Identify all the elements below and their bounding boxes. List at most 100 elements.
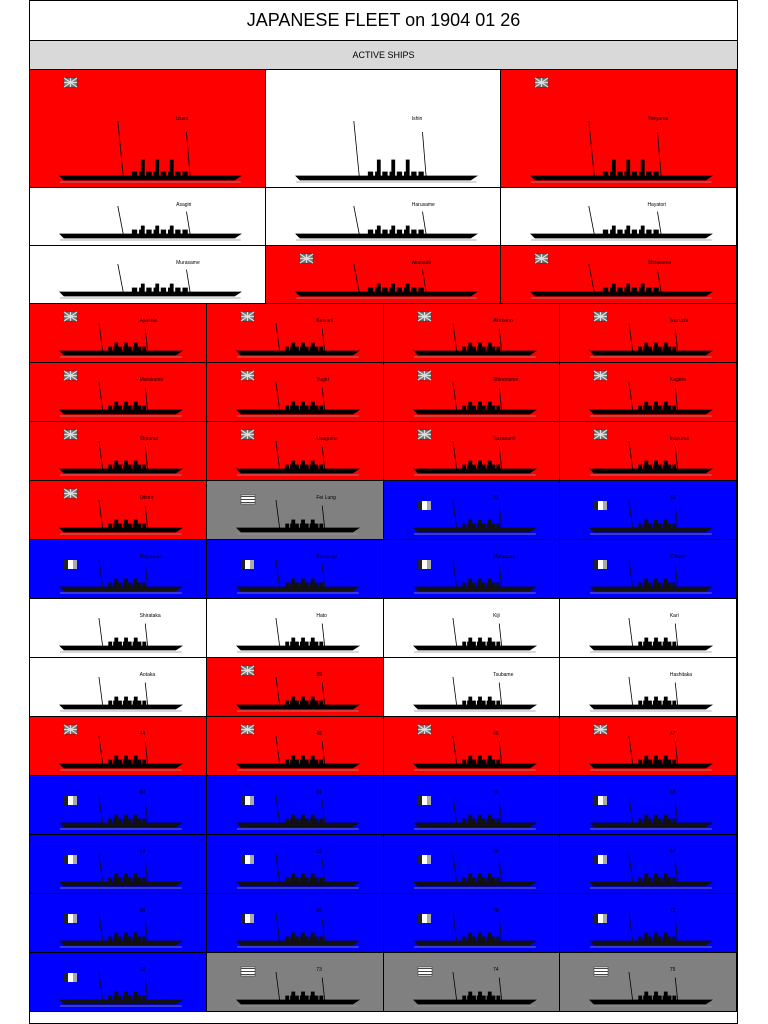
ship-card[interactable]: 39 bbox=[206, 658, 384, 717]
ship-card[interactable]: Chidori bbox=[560, 540, 737, 599]
ship-name: Shinonome bbox=[493, 377, 519, 383]
ship-card[interactable]: 47 bbox=[560, 717, 737, 776]
ship-card[interactable]: 64 bbox=[30, 835, 207, 894]
ship-name: 61 bbox=[316, 790, 322, 796]
ship-card[interactable]: Shiranui bbox=[30, 422, 207, 481]
ship-art bbox=[59, 77, 242, 183]
ship-name: 70 bbox=[493, 908, 499, 914]
flag bbox=[593, 429, 608, 440]
ship-art bbox=[412, 311, 537, 358]
ship-card[interactable]: Izumi bbox=[30, 70, 266, 188]
ship-card[interactable]: 72 bbox=[30, 953, 207, 1012]
ship-card[interactable]: 62 bbox=[383, 776, 561, 835]
ship-card[interactable]: Aotaka bbox=[30, 658, 207, 717]
flag bbox=[593, 370, 608, 381]
ship-card[interactable]: Hato bbox=[206, 599, 384, 658]
flag bbox=[240, 494, 255, 505]
ship-card[interactable]: 67 bbox=[560, 835, 737, 894]
ship-card[interactable]: Sazanami bbox=[383, 422, 561, 481]
ship-card[interactable]: 70 bbox=[383, 894, 561, 953]
ship-silhouette bbox=[589, 912, 714, 948]
flag bbox=[240, 429, 255, 440]
ship-card[interactable]: 31 bbox=[383, 481, 561, 540]
ship-name: 73 bbox=[316, 967, 322, 973]
ship-card[interactable]: Hayabusa bbox=[30, 540, 207, 599]
ship-art bbox=[59, 429, 184, 476]
ship-art bbox=[294, 253, 478, 299]
ship-card[interactable]: Ikazuchi bbox=[560, 304, 737, 363]
ship-silhouette bbox=[589, 558, 714, 594]
ship-card[interactable]: 66 bbox=[383, 835, 561, 894]
ship-art bbox=[412, 966, 537, 1007]
ship-card[interactable]: 61 bbox=[206, 776, 384, 835]
ship-card[interactable]: Hayatori bbox=[501, 188, 737, 246]
ship-silhouette bbox=[294, 120, 478, 183]
ship-card[interactable]: 44 bbox=[30, 717, 207, 776]
ship-silhouette bbox=[412, 794, 537, 830]
ship-card[interactable]: 63 bbox=[560, 776, 737, 835]
ship-silhouette bbox=[59, 617, 184, 653]
ship-name: 64 bbox=[139, 849, 146, 855]
ship-silhouette bbox=[59, 912, 184, 948]
ship-art bbox=[589, 429, 714, 476]
ship-card[interactable]: Shinonome bbox=[383, 363, 561, 422]
ship-card[interactable]: Murakumo bbox=[30, 363, 207, 422]
ship-card[interactable]: Asashio bbox=[30, 304, 207, 363]
ship-card[interactable]: Kiji bbox=[383, 599, 561, 658]
ship-card[interactable]: Manazuru bbox=[383, 540, 561, 599]
ship-card[interactable]: 45 bbox=[206, 717, 384, 776]
ship-card[interactable]: Shirataka bbox=[30, 599, 207, 658]
ship-art bbox=[235, 558, 360, 594]
ship-card[interactable]: Akatsuki bbox=[265, 246, 502, 304]
ship-card[interactable]: Hashitaka bbox=[560, 658, 737, 717]
ship-card[interactable]: 71 bbox=[560, 894, 737, 953]
ship-silhouette bbox=[589, 440, 714, 476]
ship-card[interactable]: Usugumo bbox=[206, 422, 384, 481]
ship-card[interactable]: 74 bbox=[383, 953, 561, 1012]
ship-card[interactable]: 32 bbox=[560, 481, 737, 540]
ship-card[interactable]: Kasumi bbox=[206, 304, 384, 363]
ship-card[interactable]: 73 bbox=[206, 953, 384, 1012]
ship-art bbox=[589, 794, 714, 830]
ship-card[interactable]: Shirakumo bbox=[501, 246, 737, 304]
ship-card[interactable]: 46 bbox=[383, 717, 561, 776]
ship-art bbox=[59, 205, 242, 241]
ship-name: Hayatori bbox=[647, 202, 667, 208]
ship-card[interactable]: Ishin bbox=[265, 70, 502, 188]
flag bbox=[240, 665, 255, 676]
ship-art bbox=[235, 617, 360, 653]
ship-card[interactable]: Kasasagi bbox=[206, 540, 384, 599]
ship-card[interactable]: 69 bbox=[206, 894, 384, 953]
flag bbox=[594, 966, 609, 977]
ship-card[interactable]: Kagero bbox=[560, 363, 737, 422]
ship-card[interactable]: Yaeyama bbox=[501, 70, 737, 188]
ship-silhouette bbox=[59, 853, 184, 889]
flag bbox=[417, 724, 431, 735]
ship-card[interactable]: 60 bbox=[30, 776, 207, 835]
ship-name: Asashio bbox=[139, 318, 158, 324]
ship-card[interactable]: Tsubame bbox=[383, 658, 561, 717]
ship-card[interactable]: Inazuma bbox=[560, 422, 737, 481]
ship-card[interactable]: Fei Lung bbox=[206, 481, 384, 540]
ship-card[interactable]: Akebono bbox=[383, 304, 561, 363]
ship-card[interactable]: Murasame bbox=[30, 246, 266, 304]
ship-card[interactable]: Oboro bbox=[30, 481, 207, 540]
ship-card[interactable]: 75 bbox=[560, 953, 737, 1012]
ship-card[interactable]: Harusame bbox=[265, 188, 502, 246]
ship-silhouette bbox=[235, 617, 360, 653]
flag bbox=[64, 855, 77, 864]
flag bbox=[63, 488, 78, 499]
ship-name: 31 bbox=[493, 495, 499, 501]
ship-card[interactable]: 68 bbox=[30, 894, 207, 953]
ship-art bbox=[59, 971, 184, 1007]
flag bbox=[64, 914, 77, 923]
ship-card[interactable]: 65 bbox=[206, 835, 384, 894]
flag bbox=[240, 966, 255, 977]
ship-art bbox=[235, 912, 360, 948]
ship-card[interactable]: Yugiri bbox=[206, 363, 384, 422]
ship-art bbox=[412, 558, 537, 594]
ship-art bbox=[235, 724, 360, 771]
ship-card[interactable]: Kari bbox=[560, 599, 737, 658]
ship-card[interactable]: Asagiri bbox=[30, 188, 266, 246]
ship-name: Chidori bbox=[669, 554, 686, 560]
